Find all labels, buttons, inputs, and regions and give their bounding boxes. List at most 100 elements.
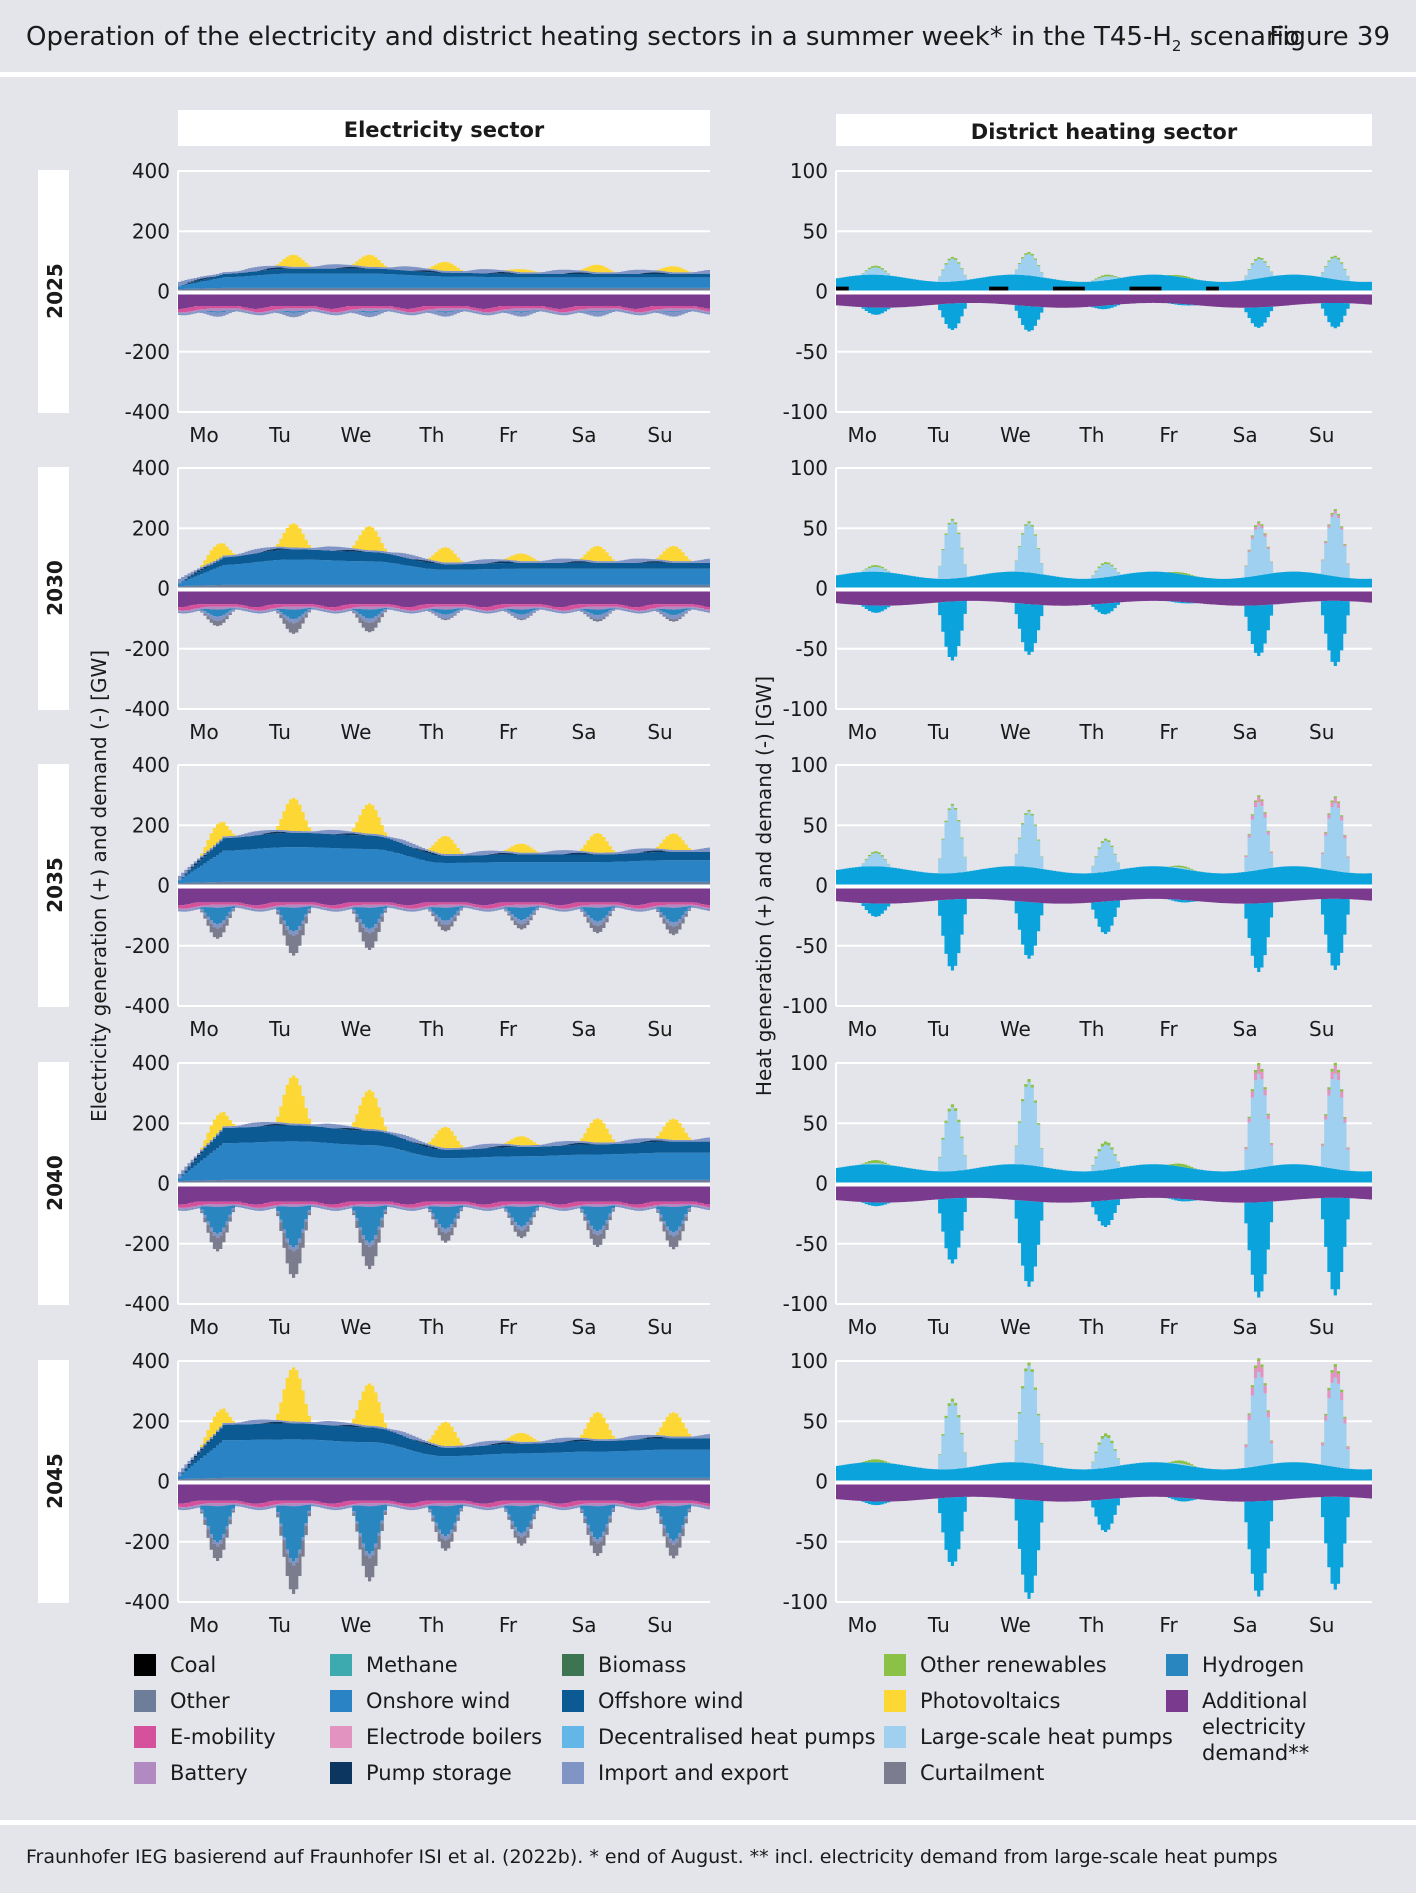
elec-adddemand-demand-area <box>178 591 710 608</box>
elec-adddemand-demand-area <box>178 1484 710 1504</box>
elec-curtail-demand-area <box>178 1506 710 1595</box>
heat-tick-label: 50 <box>803 516 828 540</box>
elec-tick-label: 400 <box>132 1349 170 1373</box>
elec-day-label: Sa <box>572 1315 597 1339</box>
elec-day-label: Su <box>647 1613 672 1637</box>
heat-dechp-area <box>836 1462 1372 1482</box>
elec-hydrogen-demand-area <box>178 1205 710 1248</box>
elec-day-label: Sa <box>572 423 597 447</box>
heat-day-label: Sa <box>1233 1613 1258 1637</box>
heat-demand-blue-area <box>836 898 1372 973</box>
elec-imex-area <box>178 829 710 881</box>
bottom-rule <box>0 1820 1416 1825</box>
elec-adddemand-demand-area <box>178 888 710 906</box>
heat-demand-purple-area <box>836 1484 1372 1502</box>
elec-day-label: Tu <box>268 1017 291 1041</box>
elec-day-label: We <box>341 1315 372 1339</box>
elec-tick-label: 400 <box>132 1051 170 1075</box>
heat-day-label: Th <box>1079 423 1105 447</box>
elec-pv-area <box>178 797 710 876</box>
elec-day-label: Fr <box>499 1613 518 1637</box>
heat-day-label: Sa <box>1233 720 1258 744</box>
elec-tick-label: -200 <box>125 1232 170 1256</box>
elec-tick-label: 0 <box>157 1470 170 1494</box>
heat-demand-blue-area <box>836 1496 1372 1599</box>
heat-day-label: We <box>1000 1017 1031 1041</box>
year-label: 2045 <box>43 1453 67 1509</box>
heat-otherren-area <box>836 252 1372 282</box>
heat-demand-purple-area <box>836 591 1372 606</box>
elec-pv-area <box>178 523 710 579</box>
elec-tick-label: 0 <box>157 577 170 601</box>
heat-day-label: Fr <box>1159 1315 1178 1339</box>
heat-day-label: Mo <box>848 1315 878 1339</box>
elec-adddemand-demand-area <box>178 294 710 309</box>
elec-day-label: Mo <box>189 423 219 447</box>
heat-tick-label: 100 <box>790 1051 828 1075</box>
elec-day-label: Mo <box>189 1315 219 1339</box>
heat-tick-label: -50 <box>795 934 828 958</box>
year-label: 2030 <box>43 560 67 616</box>
elec-day-label: Tu <box>268 720 291 744</box>
heat-demand-purple-area <box>836 1186 1372 1203</box>
heat-demand-purple-area <box>836 888 1372 904</box>
top-rule <box>0 72 1416 77</box>
heat-day-label: Tu <box>927 423 950 447</box>
elec-curtail-demand-area <box>178 907 710 956</box>
elec-emobility-demand-area <box>178 305 710 313</box>
heat-tick-label: 100 <box>790 159 828 183</box>
heat-day-label: Tu <box>927 720 950 744</box>
elec-curtail-demand-area <box>178 1206 710 1278</box>
heat-tick-label: -100 <box>783 994 828 1018</box>
heat-day-label: Mo <box>848 1613 878 1637</box>
elec-day-label: Tu <box>268 1613 291 1637</box>
elec-day-label: Fr <box>499 1017 518 1041</box>
heat-tick-label: 0 <box>815 1470 828 1494</box>
elec-day-label: Su <box>647 720 672 744</box>
elec-tick-label: 0 <box>157 874 170 898</box>
elec-day-label: Th <box>419 1613 445 1637</box>
heat-lshp-area <box>836 1073 1372 1172</box>
panel-header-electricity <box>178 110 710 146</box>
heat-tick-label: -50 <box>795 340 828 364</box>
elec-day-label: Th <box>419 1315 445 1339</box>
elec-hydrogen-demand-area <box>178 309 710 314</box>
heat-tick-label: 100 <box>790 456 828 480</box>
elec-day-label: Sa <box>572 1613 597 1637</box>
elec-imex-area <box>178 1121 710 1179</box>
elec-hydrogen-demand-area <box>178 1504 710 1562</box>
heat-day-label: Mo <box>848 423 878 447</box>
elec-tick-label: 400 <box>132 753 170 777</box>
elec-imex-demand-area <box>178 607 710 624</box>
heat-tick-label: 50 <box>803 1111 828 1135</box>
elec-emobility-demand-area <box>178 1500 710 1508</box>
elec-offshore-area <box>178 1125 710 1179</box>
panel-title-electricity: Electricity sector <box>344 118 545 142</box>
heat-day-label: Fr <box>1159 720 1178 744</box>
year-box <box>38 467 69 710</box>
elec-onshore-area <box>178 1141 710 1182</box>
heat-day-label: Tu <box>927 1613 950 1637</box>
elec-day-label: Tu <box>268 1315 291 1339</box>
heat-day-label: Fr <box>1159 1017 1178 1041</box>
elec-day-label: Sa <box>572 1017 597 1041</box>
elec-imex-demand-area <box>178 1504 710 1566</box>
elec-day-label: We <box>341 720 372 744</box>
elec-day-label: Fr <box>499 720 518 744</box>
elec-pv-area <box>178 1075 710 1174</box>
y-axis-label-electricity: Electricity generation (+) and demand (-… <box>87 650 111 1122</box>
heat-tick-label: 0 <box>815 280 828 304</box>
elec-offshore-area <box>178 268 710 287</box>
heat-dechp-area <box>836 274 1372 292</box>
heat-tick-label: -50 <box>795 1530 828 1554</box>
elec-pv-area <box>178 254 710 282</box>
heat-demand-blue-area <box>836 600 1372 666</box>
heat-day-label: We <box>1000 423 1031 447</box>
elec-tick-label: -400 <box>125 400 170 424</box>
elec-hydrogen-demand-area <box>178 905 710 932</box>
heat-day-label: Sa <box>1233 1315 1258 1339</box>
heat-day-label: Th <box>1079 720 1105 744</box>
heat-demand-blue-area <box>836 302 1372 332</box>
elec-day-label: Fr <box>499 423 518 447</box>
heat-tick-label: 50 <box>803 813 828 837</box>
